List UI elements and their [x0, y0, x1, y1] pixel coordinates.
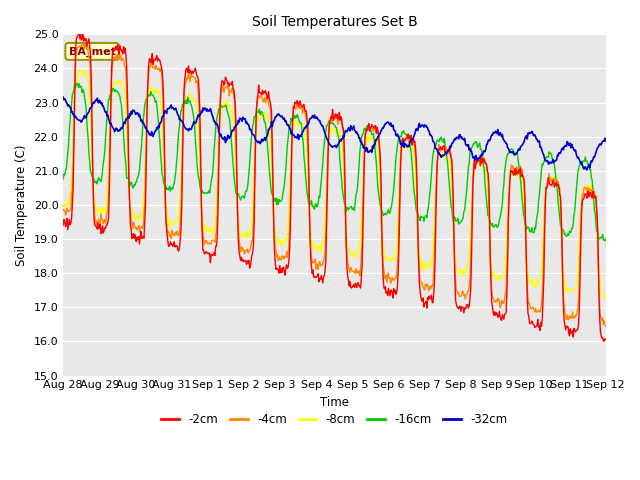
Y-axis label: Soil Temperature (C): Soil Temperature (C) — [15, 144, 28, 266]
Legend: -2cm, -4cm, -8cm, -16cm, -32cm: -2cm, -4cm, -8cm, -16cm, -32cm — [157, 408, 513, 431]
X-axis label: Time: Time — [320, 396, 349, 409]
Title: Soil Temperatures Set B: Soil Temperatures Set B — [252, 15, 417, 29]
Text: BA_met: BA_met — [68, 46, 116, 57]
